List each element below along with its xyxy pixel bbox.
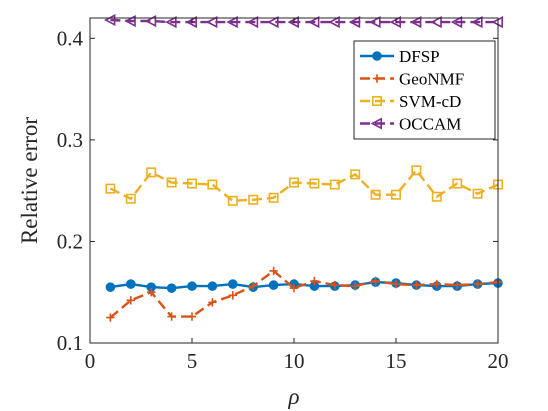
data-point-geonmf <box>412 280 421 290</box>
legend-item-dfsp: DFSP <box>360 47 440 66</box>
data-point-dfsp <box>105 282 116 292</box>
y-axis-label: Relative error <box>17 117 42 244</box>
data-point-occam <box>124 15 136 28</box>
legend-swatch-marker <box>372 51 382 61</box>
legend-label: SVM-cD <box>399 92 461 111</box>
x-axis-label: ρ <box>287 384 299 409</box>
data-point-dfsp <box>187 281 197 291</box>
axis-layer: 0 5 10 15 20 0.1 0.2 0.3 0.4 <box>57 17 509 373</box>
data-point-geonmf <box>208 298 217 307</box>
data-point-dfsp <box>166 283 177 293</box>
data-point-svm-cd <box>431 191 442 202</box>
data-point-occam <box>144 15 157 28</box>
data-point-occam <box>267 16 279 29</box>
data-point-occam <box>165 16 177 29</box>
data-point-dfsp <box>126 279 136 289</box>
y-tick-label: 0.3 <box>57 128 83 152</box>
data-point-occam <box>226 16 238 29</box>
data-point-svm-cd <box>105 183 116 194</box>
data-point-svm-cd <box>452 178 463 189</box>
legend-label: DFSP <box>399 47 440 66</box>
data-point-occam <box>328 16 340 29</box>
data-point-geonmf <box>126 296 135 305</box>
data-point-svm-cd <box>472 188 483 199</box>
data-point-occam <box>450 16 463 29</box>
data-point-svm-cd <box>370 189 381 200</box>
data-point-occam <box>430 16 442 29</box>
y-tick-label: 0.2 <box>57 229 83 253</box>
data-point-dfsp <box>228 279 238 289</box>
y-tick-label: 0.4 <box>57 26 84 50</box>
series-dfsp <box>105 277 503 293</box>
data-point-geonmf <box>432 279 441 289</box>
data-point-geonmf <box>310 276 319 286</box>
data-point-geonmf <box>147 288 156 297</box>
x-tick-label: 0 <box>85 349 96 373</box>
data-point-occam <box>348 16 361 29</box>
legend: DFSP GeoNMF SVM-cD OCCAM <box>353 40 496 140</box>
data-point-svm-cd <box>166 177 177 188</box>
data-point-geonmf <box>351 281 360 291</box>
data-point-svm-cd <box>125 193 136 204</box>
data-point-dfsp <box>207 281 218 291</box>
data-point-geonmf <box>249 281 258 291</box>
data-point-svm-cd <box>248 194 259 205</box>
data-point-occam <box>369 16 381 29</box>
data-point-geonmf <box>269 266 278 276</box>
data-point-occam <box>307 16 320 29</box>
data-point-svm-cd <box>350 169 361 180</box>
x-tick-label: 20 <box>488 349 509 373</box>
data-point-svm-cd <box>390 189 401 200</box>
legend-label: GeoNMF <box>399 70 464 89</box>
data-point-geonmf <box>453 280 462 290</box>
data-point-geonmf <box>371 276 380 286</box>
data-point-occam <box>205 16 218 29</box>
data-point-geonmf <box>289 283 299 293</box>
data-point-geonmf <box>330 280 339 290</box>
legend-label: OCCAM <box>399 115 461 134</box>
data-point-svm-cd <box>207 179 218 190</box>
data-point-svm-cd <box>268 192 279 203</box>
x-tick-label: 10 <box>284 349 305 373</box>
legend-item-geonmf: GeoNMF <box>360 70 464 89</box>
data-point-occam <box>471 16 483 29</box>
data-point-svm-cd <box>411 165 422 176</box>
data-point-dfsp <box>268 280 279 290</box>
series-svm-cd <box>105 165 503 206</box>
legend-swatch-marker <box>370 117 382 130</box>
data-point-geonmf <box>106 313 115 322</box>
data-point-geonmf <box>187 312 197 321</box>
data-point-occam <box>246 16 259 29</box>
x-tick-label: 15 <box>386 349 407 373</box>
series-layer <box>103 14 503 322</box>
data-point-occam <box>409 16 422 29</box>
x-tick-label: 5 <box>187 349 198 373</box>
legend-swatch-marker <box>371 96 382 107</box>
y-tick-label: 0.1 <box>57 331 83 355</box>
data-point-svm-cd <box>309 178 320 189</box>
legend-swatch-marker <box>372 74 382 83</box>
legend-item-svm-cd: SVM-cD <box>360 92 461 111</box>
data-point-svm-cd <box>329 179 340 190</box>
data-point-geonmf <box>228 291 237 300</box>
legend-item-occam: OCCAM <box>360 115 461 134</box>
data-point-geonmf <box>167 312 176 321</box>
data-point-geonmf <box>391 279 401 289</box>
data-point-geonmf <box>473 279 482 289</box>
data-point-svm-cd <box>288 177 299 188</box>
data-point-svm-cd <box>146 167 157 178</box>
series-geonmf <box>106 266 503 322</box>
data-point-svm-cd <box>227 195 238 206</box>
data-point-svm-cd <box>187 178 198 189</box>
